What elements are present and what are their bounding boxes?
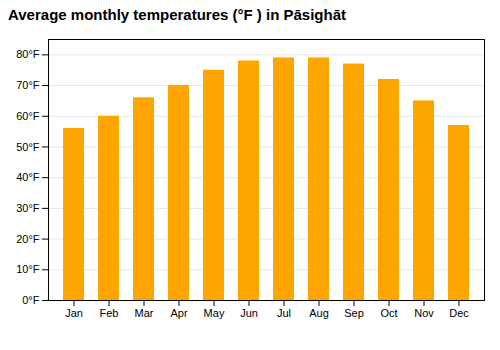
svg-text:10°F: 10°F (16, 263, 40, 275)
svg-text:Nov: Nov (414, 307, 434, 319)
svg-text:Jul: Jul (277, 307, 291, 319)
svg-text:May: May (204, 307, 225, 319)
svg-text:20°F: 20°F (16, 233, 40, 245)
html-text:Average monthly temperatures (: Average monthly temperatures (°F ) in Pā… (8, 6, 346, 23)
svg-text:Dec: Dec (449, 307, 469, 319)
svg-text:80°F: 80°F (16, 48, 40, 60)
svg-text:70°F: 70°F (16, 79, 40, 91)
svg-text:60°F: 60°F (16, 110, 40, 122)
svg-text:Jan: Jan (65, 307, 83, 319)
svg-text:30°F: 30°F (16, 202, 40, 214)
svg-text:Oct: Oct (380, 307, 397, 319)
svg-text:Sep: Sep (344, 307, 364, 319)
svg-text:Mar: Mar (135, 307, 154, 319)
svg-text:0°F: 0°F (22, 294, 40, 306)
svg-text:40°F: 40°F (16, 171, 40, 183)
svg-text:Jun: Jun (240, 307, 258, 319)
svg-text:Feb: Feb (100, 307, 119, 319)
svg-text:50°F: 50°F (16, 140, 40, 152)
svg-text:Aug: Aug (309, 307, 329, 319)
svg-text:Apr: Apr (170, 307, 187, 319)
